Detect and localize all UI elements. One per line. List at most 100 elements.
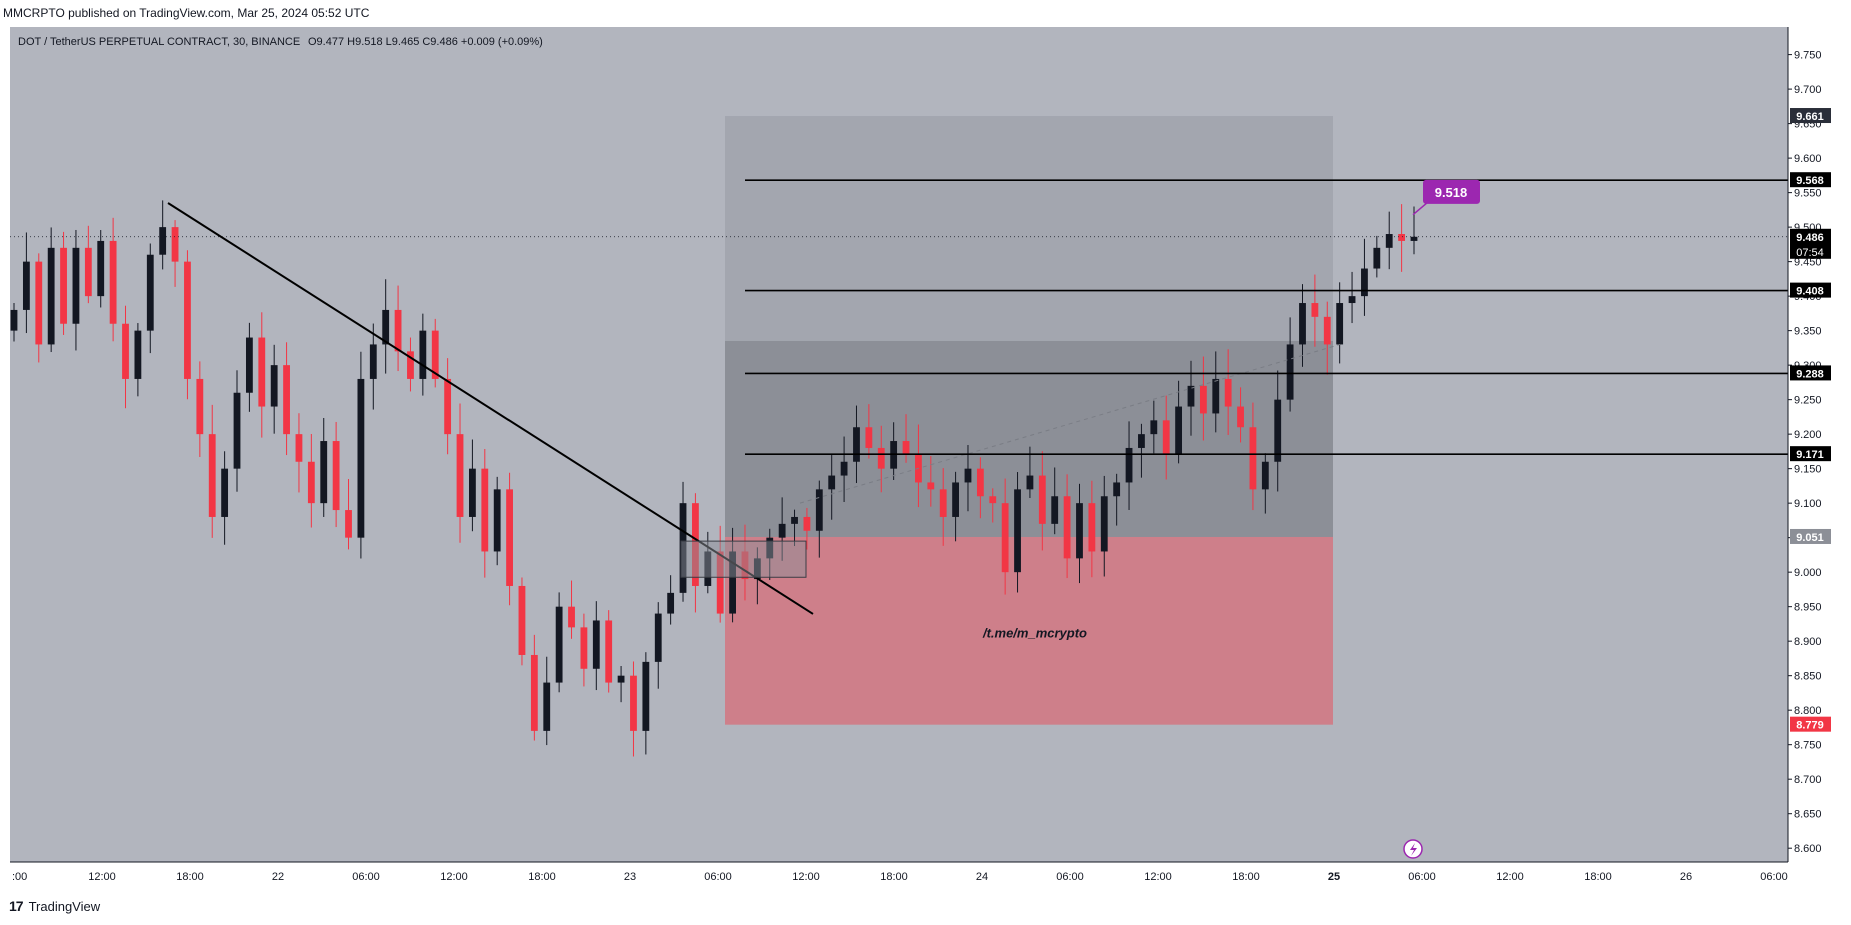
candle-body[interactable] bbox=[1249, 427, 1257, 490]
candle-body[interactable] bbox=[518, 585, 526, 655]
callout-box[interactable] bbox=[1423, 179, 1480, 204]
candle-body[interactable] bbox=[1001, 503, 1009, 573]
candle-body[interactable] bbox=[481, 468, 489, 552]
candle-body[interactable] bbox=[580, 627, 588, 669]
candle-body[interactable] bbox=[506, 489, 513, 586]
candle-body[interactable] bbox=[1311, 303, 1319, 317]
candle-body[interactable] bbox=[1063, 496, 1071, 559]
candle-body[interactable] bbox=[1323, 316, 1331, 345]
candle-body[interactable] bbox=[1187, 385, 1195, 407]
candle-body[interactable] bbox=[22, 261, 30, 310]
candle-body[interactable] bbox=[853, 427, 860, 462]
candle-body[interactable] bbox=[1274, 399, 1282, 462]
small-rectangle[interactable] bbox=[680, 540, 807, 578]
candle-body[interactable] bbox=[1138, 434, 1145, 448]
candle-body[interactable] bbox=[530, 654, 538, 731]
candle-body[interactable] bbox=[1051, 496, 1059, 524]
candle-body[interactable] bbox=[902, 441, 910, 455]
candle-body[interactable] bbox=[1150, 420, 1158, 435]
candle-body[interactable] bbox=[1373, 247, 1381, 269]
candle-body[interactable] bbox=[592, 620, 600, 669]
candle-body[interactable] bbox=[357, 378, 365, 538]
candle-body[interactable] bbox=[146, 254, 154, 331]
candle-body[interactable] bbox=[221, 468, 229, 517]
candle-body[interactable] bbox=[47, 247, 55, 345]
candle-body[interactable] bbox=[555, 606, 563, 683]
candle-body[interactable] bbox=[803, 516, 811, 531]
candle-body[interactable] bbox=[469, 468, 476, 517]
candle-body[interactable] bbox=[72, 247, 80, 324]
candle-body[interactable] bbox=[865, 427, 873, 448]
candle-body[interactable] bbox=[196, 378, 204, 435]
candle-body[interactable] bbox=[617, 675, 625, 683]
candle-body[interactable] bbox=[35, 261, 43, 345]
candle-body[interactable] bbox=[307, 461, 315, 504]
tradingview-logo[interactable]: 17 TradingView bbox=[9, 898, 100, 914]
candle-body[interactable] bbox=[1299, 303, 1306, 345]
candle-body[interactable] bbox=[791, 516, 798, 524]
candle-body[interactable] bbox=[1014, 489, 1021, 573]
candle-body[interactable] bbox=[605, 620, 613, 683]
candle-body[interactable] bbox=[543, 682, 551, 731]
candle-body[interactable] bbox=[270, 365, 278, 407]
candle-body[interactable] bbox=[1088, 503, 1096, 552]
candle-body[interactable] bbox=[332, 441, 340, 511]
candle-body[interactable] bbox=[1224, 378, 1232, 407]
candle-body[interactable] bbox=[654, 613, 662, 662]
candle-body[interactable] bbox=[1026, 475, 1034, 490]
candle-body[interactable] bbox=[642, 661, 650, 731]
candle-body[interactable] bbox=[964, 468, 972, 483]
candle-body[interactable] bbox=[630, 675, 637, 731]
candle-body[interactable] bbox=[716, 551, 724, 614]
candle-body[interactable] bbox=[1398, 234, 1406, 241]
candle-body[interactable] bbox=[1125, 447, 1133, 483]
candle-body[interactable] bbox=[976, 468, 984, 497]
candle-body[interactable] bbox=[171, 227, 179, 262]
candle-body[interactable] bbox=[10, 309, 18, 331]
candle-body[interactable] bbox=[840, 461, 848, 476]
candle-body[interactable] bbox=[1261, 461, 1269, 490]
candle-body[interactable] bbox=[84, 247, 92, 297]
candle-body[interactable] bbox=[159, 227, 167, 255]
candle-body[interactable] bbox=[258, 337, 266, 407]
candle-body[interactable] bbox=[1237, 406, 1244, 428]
candle-body[interactable] bbox=[828, 475, 836, 490]
candle-body[interactable] bbox=[1038, 475, 1046, 524]
candle-body[interactable] bbox=[877, 447, 885, 469]
candle-body[interactable] bbox=[419, 330, 427, 379]
candle-body[interactable] bbox=[1162, 420, 1170, 455]
candle-body[interactable] bbox=[1076, 503, 1083, 559]
candle-body[interactable] bbox=[1385, 234, 1393, 248]
candle-body[interactable] bbox=[382, 309, 390, 345]
candle-body[interactable] bbox=[283, 365, 290, 435]
candle-body[interactable] bbox=[184, 261, 191, 379]
candle-body[interactable] bbox=[122, 323, 129, 379]
candle-body[interactable] bbox=[431, 330, 439, 379]
candle-body[interactable] bbox=[1175, 406, 1183, 455]
candle-body[interactable] bbox=[729, 551, 736, 614]
candle-body[interactable] bbox=[1100, 496, 1108, 552]
candle-body[interactable] bbox=[134, 330, 142, 379]
candle-body[interactable] bbox=[952, 482, 959, 517]
candle-body[interactable] bbox=[456, 434, 464, 517]
candle-body[interactable] bbox=[245, 337, 253, 393]
candle-body[interactable] bbox=[927, 482, 935, 490]
candle-body[interactable] bbox=[667, 592, 675, 614]
candle-body[interactable] bbox=[1410, 236, 1418, 241]
candle-body[interactable] bbox=[320, 441, 328, 504]
candle-body[interactable] bbox=[939, 489, 947, 517]
candle-body[interactable] bbox=[989, 496, 997, 504]
candle-body[interactable] bbox=[1361, 268, 1368, 297]
candle-body[interactable] bbox=[1286, 344, 1294, 400]
candle-body[interactable] bbox=[295, 434, 303, 462]
candle-body[interactable] bbox=[369, 344, 377, 379]
candle-body[interactable] bbox=[345, 510, 352, 538]
candle-body[interactable] bbox=[407, 351, 414, 379]
candle-body[interactable] bbox=[815, 489, 823, 531]
candle-body[interactable] bbox=[1199, 385, 1207, 414]
candle-body[interactable] bbox=[1113, 482, 1121, 497]
candle-body[interactable] bbox=[208, 434, 216, 517]
candle-body[interactable] bbox=[568, 606, 575, 628]
candle-body[interactable] bbox=[1336, 303, 1344, 345]
